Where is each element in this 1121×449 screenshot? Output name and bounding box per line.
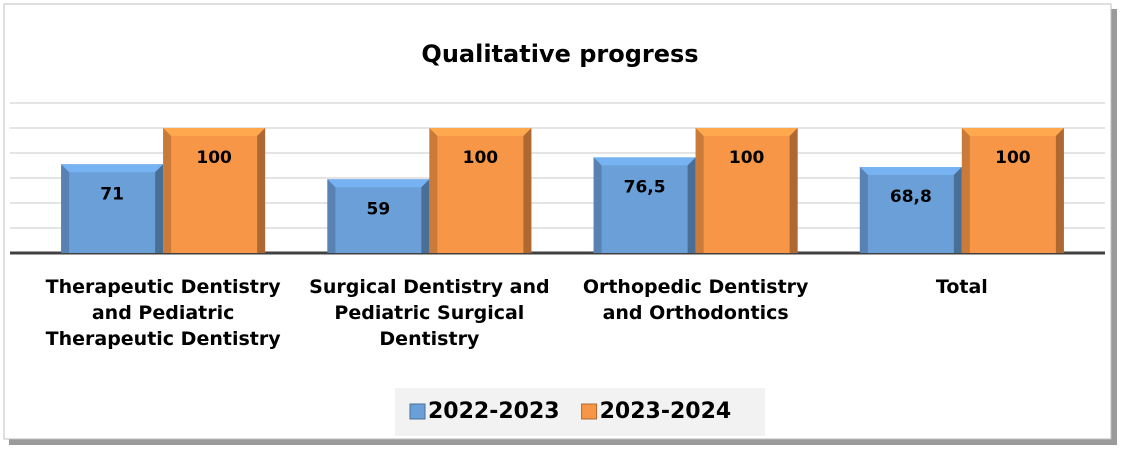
bar [327,179,430,253]
bar-bevel [155,164,164,253]
bar-bevel [327,179,430,188]
bar-bevel [61,164,164,173]
bar-bevel [327,179,336,253]
data-label: 76,5 [624,177,666,197]
data-label: 71 [100,184,124,204]
bar-bevel [523,128,532,253]
bar [61,164,164,253]
bar-bevel [163,128,172,253]
bar [593,157,696,253]
x-tick-label: Therapeutic Dentistry and Pediatric Ther… [45,276,281,350]
bar-bevel [961,128,970,253]
bar-bevel [961,128,1064,136]
bar-bevel [593,157,696,166]
bar-bevel [695,128,704,253]
legend-label: 2022-2023 [428,399,560,424]
bar-bevel [859,167,962,175]
data-label: 68,8 [890,187,932,207]
chart-title: Qualitative progress [421,40,698,68]
legend-swatch [409,403,426,420]
bar-bevel [1055,128,1064,253]
bar-bevel [593,157,602,253]
bar-bevel [61,164,70,253]
bar-bevel [257,128,266,253]
data-label: 100 [196,148,232,168]
x-tick-label: Surgical Dentistry and Pediatric Surgica… [309,276,550,350]
bar [961,128,1064,253]
bar [429,128,532,253]
bar [859,167,962,253]
data-label: 100 [729,148,765,168]
legend-swatch [581,403,598,420]
x-tick-label: Total [935,276,988,298]
bar-bevel [687,157,696,253]
bar-bevel [789,128,798,253]
bar-bevel [429,128,438,253]
data-label: 100 [463,148,499,168]
x-tick-label: Orthopedic Dentistry and Orthodontics [582,276,809,324]
legend-label: 2023-2024 [600,399,732,424]
bar-bevel [421,179,430,253]
bar-bevel [953,167,962,253]
data-label: 100 [995,148,1031,168]
bar-bevel [695,128,798,136]
bar-bevel [163,128,266,136]
bar [163,128,266,253]
bar-bevel [429,128,532,136]
data-label: 59 [367,199,391,219]
legend-box [395,388,765,436]
bar-bevel [859,167,868,253]
bar [695,128,798,253]
